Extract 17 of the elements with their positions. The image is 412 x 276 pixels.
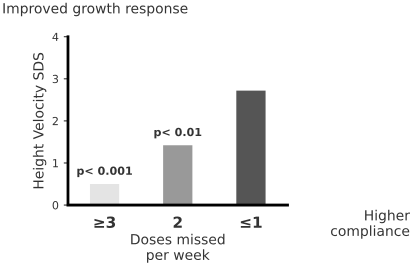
annotation: p< 0.001 — [77, 166, 132, 178]
x-tick-label: ≥3 — [94, 216, 116, 228]
x-tick-label: ≤1 — [240, 216, 262, 228]
y-tick-label: 0 — [52, 201, 58, 210]
y-tick-label: 2 — [52, 116, 58, 126]
bar — [90, 184, 120, 206]
chart-title: Improved growth response — [3, 2, 188, 16]
y-tick-label: 3 — [52, 74, 58, 84]
bar — [163, 145, 192, 206]
y-tick-label: 1 — [53, 159, 58, 168]
annotation: p< 0.01 — [154, 128, 202, 138]
bar — [236, 90, 266, 206]
y-axis-title: Height Velocity SDS — [32, 52, 46, 188]
y-tick-label: 4 — [52, 32, 58, 41]
x-tick-label: 2 — [174, 216, 182, 228]
text: Higher compliance — [331, 210, 410, 239]
x-axis-title: Doses missed per week — [131, 234, 224, 263]
